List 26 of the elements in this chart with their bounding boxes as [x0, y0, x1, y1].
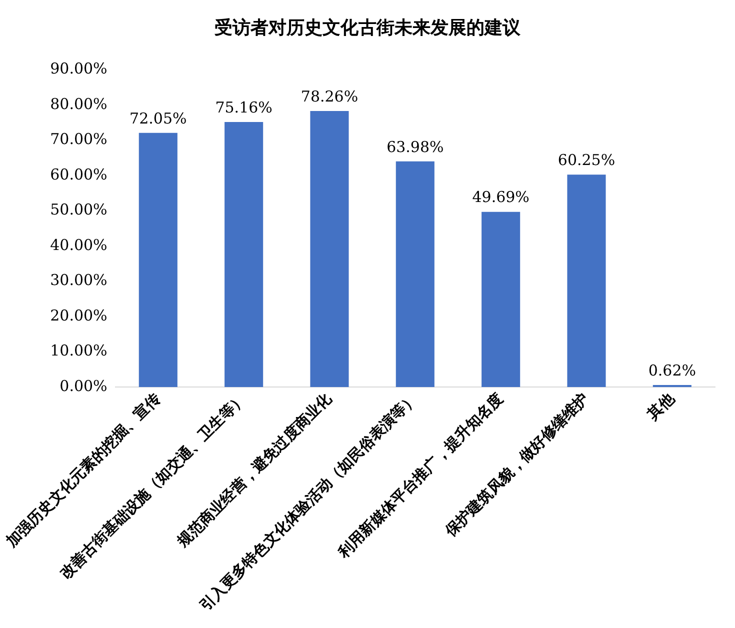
y-tick-label: 50.00%: [50, 200, 108, 219]
bar: [224, 122, 264, 388]
bar: [567, 174, 606, 388]
data-label: 75.16%: [215, 98, 272, 116]
data-label: 78.26%: [300, 87, 358, 106]
bar: [482, 212, 520, 388]
y-tick-label: 80.00%: [50, 94, 108, 113]
data-label: 0.62%: [648, 361, 696, 380]
y-tick-label: 0.00%: [60, 377, 108, 396]
data-label: 63.98%: [386, 138, 444, 156]
y-tick-label: 30.00%: [50, 271, 108, 290]
chart-title: 受访者对历史文化古街未来发展的建议: [214, 17, 522, 38]
bar: [396, 161, 434, 388]
y-tick-label: 90.00%: [50, 59, 108, 78]
bar: [652, 384, 692, 388]
data-label: 49.69%: [472, 188, 530, 206]
y-tick-label: 10.00%: [50, 342, 108, 360]
data-label: 72.05%: [130, 109, 187, 128]
y-tick-label: 60.00%: [50, 165, 108, 184]
y-tick-label: 40.00%: [50, 236, 108, 254]
data-label: 60.25%: [558, 150, 616, 169]
y-tick-label: 20.00%: [50, 306, 108, 324]
bar: [310, 111, 349, 388]
y-tick-label: 70.00%: [50, 130, 108, 148]
bar: [138, 132, 178, 388]
x-tick-label: 其他: [643, 388, 678, 424]
